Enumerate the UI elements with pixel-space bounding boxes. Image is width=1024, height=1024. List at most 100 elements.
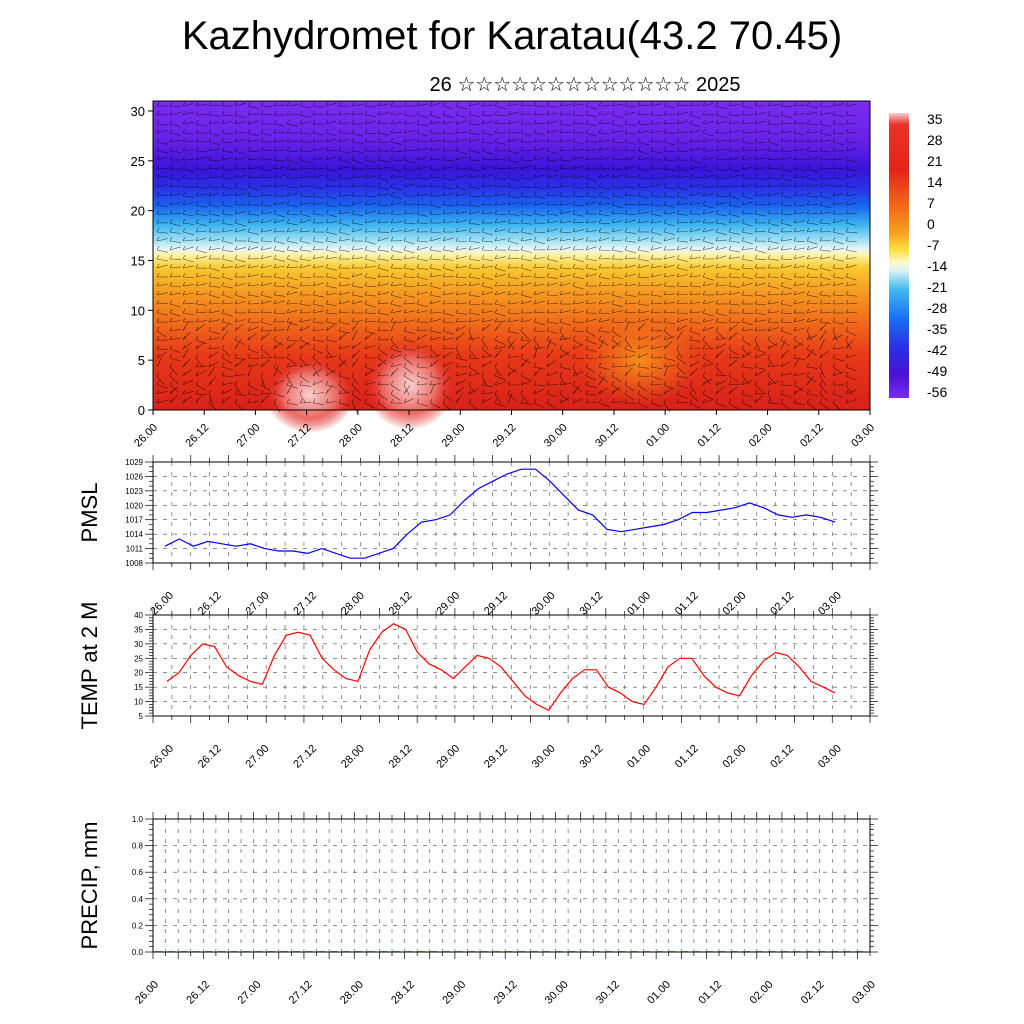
y-tick-label: 5 [139, 712, 144, 721]
x-tick-label: 27.00 [244, 743, 272, 771]
chart-title: Kazhydromet for Karatau(43.2 70.45) [181, 14, 843, 58]
colorbar-label: -14 [927, 258, 947, 274]
y-tick-label: 20 [131, 204, 145, 219]
precip-bar [155, 951, 163, 952]
x-tick-label: 26.12 [196, 743, 224, 771]
colorbar-label: -21 [927, 279, 947, 295]
precip-bar [455, 951, 463, 952]
precip-bar [292, 951, 301, 952]
colorbar-label: 14 [927, 174, 943, 190]
x-tick-label: 30.00 [542, 422, 570, 450]
precip-bar [255, 951, 263, 952]
x-tick-label: 26.12 [184, 979, 212, 1007]
precip-bar [430, 951, 438, 952]
x-tick-label: 29.00 [440, 979, 468, 1007]
colorbar-label: 0 [927, 216, 935, 232]
precip-bar [642, 951, 651, 952]
warm-core [580, 315, 700, 405]
precip-bar [192, 951, 200, 952]
colorbar-label: -35 [927, 321, 947, 337]
precip-bar [605, 951, 613, 952]
x-tick-label: 26.00 [148, 743, 176, 771]
grid [152, 614, 871, 717]
colorbar-label: 28 [927, 132, 943, 148]
y-axis-label: TEMP at 2 M [77, 602, 102, 730]
y-tick-label: 0.0 [132, 948, 144, 957]
y-tick-label: 1029 [125, 458, 143, 467]
minor-ticks [145, 455, 878, 570]
x-tick-label: 30.12 [577, 590, 605, 618]
precip-bar [680, 951, 688, 952]
pmsl-panel [145, 455, 878, 570]
precip-bar [530, 951, 538, 952]
precip-bar [630, 951, 638, 952]
x-tick-label: 01.12 [696, 422, 724, 450]
x-tick-label: 02.00 [748, 979, 776, 1007]
y-tick-label: 1023 [125, 487, 143, 496]
y-tick-label: 35 [134, 625, 143, 634]
precip-bar [305, 951, 313, 952]
colorbar-label: 21 [927, 153, 943, 169]
y-tick-label: 0.2 [132, 921, 144, 930]
y-tick-label: 10 [131, 303, 145, 318]
x-tick-label: 30.00 [530, 590, 558, 618]
chart-subtitle: 26 ☆☆☆☆☆☆☆☆☆☆☆☆☆ 2025 [429, 74, 741, 96]
precip-bar [505, 951, 513, 952]
colorbar-label: -56 [927, 384, 947, 400]
x-tick-label: 01.00 [645, 979, 673, 1007]
x-tick-label: 03.00 [816, 590, 844, 618]
colorbar-label: -28 [927, 300, 947, 316]
y-tick-label: 25 [134, 654, 143, 663]
x-tick-label: 27.00 [244, 590, 272, 618]
y-tick-label: 0 [138, 403, 145, 418]
precip-bar [242, 951, 251, 952]
grid [152, 818, 871, 953]
y-tick-label: 20 [134, 669, 143, 678]
y-tick-label: 1008 [125, 559, 143, 568]
y-tick-label: 1014 [125, 530, 143, 539]
colorbar-label: 7 [927, 195, 935, 211]
x-tick-label: 01.00 [625, 590, 653, 618]
y-tick-label: 15 [134, 683, 143, 692]
precip-bar [480, 951, 488, 952]
precip-bar [167, 951, 175, 952]
temp-series-line [166, 623, 836, 711]
x-tick-label: 29.00 [434, 743, 462, 771]
precip-bar [317, 951, 326, 952]
precip-bar [855, 951, 863, 952]
y-tick-label: 1017 [125, 516, 143, 525]
colorbar-fill [889, 113, 909, 398]
precip-bar [705, 951, 713, 952]
y-tick-label: 30 [134, 640, 143, 649]
precip-bar [217, 951, 225, 952]
y-tick-label: 0.4 [132, 895, 144, 904]
x-tick-label: 27.12 [287, 979, 315, 1007]
panel-frame [152, 818, 871, 953]
colorbar-label: 35 [927, 111, 943, 127]
precip-bar [492, 951, 501, 952]
wind-barbs [156, 101, 858, 413]
colorbar-label: -7 [927, 237, 940, 253]
x-tick-label: 02.00 [721, 590, 749, 618]
x-tick-label: 26.00 [133, 979, 161, 1007]
precip-bar [230, 951, 238, 952]
x-tick-label: 27.00 [235, 422, 263, 450]
y-axis-label: PMSL [77, 483, 102, 543]
y-tick-label: 40 [134, 611, 143, 620]
warm-core [265, 357, 355, 433]
x-tick-label: 01.00 [644, 422, 672, 450]
colorbar-label: -49 [927, 363, 947, 379]
x-tick-label: 02.12 [768, 590, 796, 618]
precip-bar [780, 951, 788, 952]
x-tick-label: 30.00 [543, 979, 571, 1007]
y-tick-label: 30 [131, 104, 145, 119]
x-tick-label: 01.00 [625, 743, 653, 771]
y-tick-label: 10 [134, 698, 143, 707]
x-tick-label: 27.00 [236, 979, 264, 1007]
x-tick-label: 01.12 [673, 590, 701, 618]
y-axis-label: PRECIP, mm [77, 822, 102, 950]
precip-bar [830, 951, 838, 952]
precip-bar [755, 951, 763, 952]
y-tick-label: 25 [131, 154, 145, 169]
